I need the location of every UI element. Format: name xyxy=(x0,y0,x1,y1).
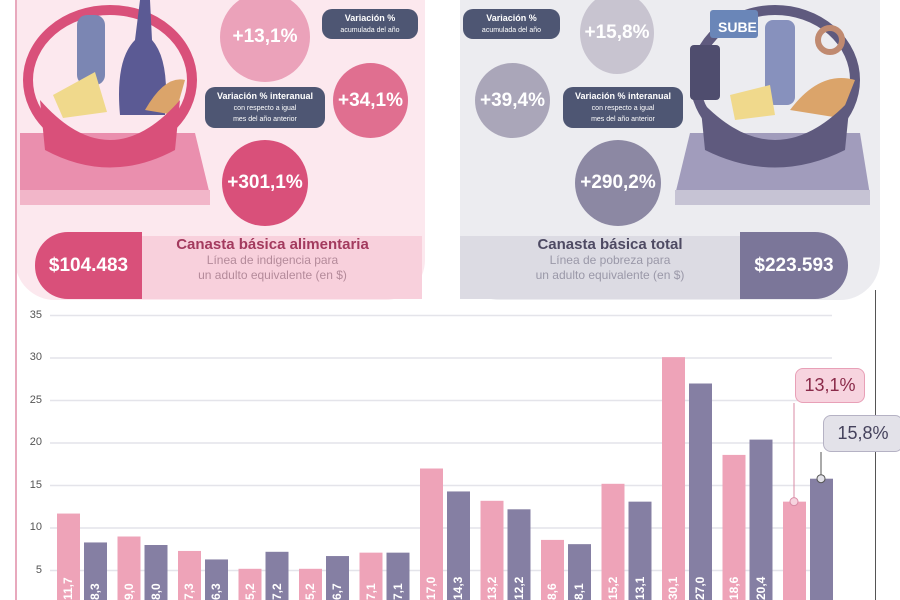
total-yoy-label-sub2: mes del año anterior xyxy=(591,116,655,123)
total-yoy-label: Variación % interanual con respecto a igu… xyxy=(563,87,683,128)
bar-value-label: 9,0 xyxy=(121,583,136,600)
bar-value-label: 13,1 xyxy=(632,576,647,600)
bar-value-label: 15,2 xyxy=(605,576,620,600)
food-bar xyxy=(57,513,80,600)
food-ytd-label-title: Variación % xyxy=(344,13,396,23)
food-bar xyxy=(541,539,564,600)
bar-value-label: 5,2 xyxy=(242,583,257,600)
food-ytd-label: Variación % acumulada del año xyxy=(322,9,418,39)
left-border xyxy=(15,0,17,600)
food-bar xyxy=(662,357,685,600)
food-title: Canasta básica alimentaria xyxy=(176,236,369,253)
bar-value-label: 7,2 xyxy=(269,583,284,600)
food-basket-icon xyxy=(20,0,210,205)
food-monthly-change: +13,1% xyxy=(220,0,310,82)
bar-value-label: 6,7 xyxy=(330,583,344,600)
food-price: $104.483 xyxy=(35,232,142,299)
total-bar xyxy=(628,501,652,600)
food-title-band xyxy=(142,236,422,299)
total-yoy-change: +290,2% xyxy=(575,140,661,226)
y-tick-label: 10 xyxy=(29,521,42,533)
total-bar xyxy=(84,542,107,600)
total-bar xyxy=(265,551,289,600)
bar-value-label: 7,1 xyxy=(363,583,378,600)
food-bar xyxy=(359,552,383,600)
total-subtitle2: un adulto equivalente (en $) xyxy=(535,268,685,282)
food-bar xyxy=(480,500,504,600)
total-ytd-label: Variación % acumulada del año xyxy=(463,9,560,39)
bar-value-label: 8,6 xyxy=(545,583,559,600)
food-subtitle2: un adulto equivalente (en $) xyxy=(198,268,347,282)
food-ytd-change: +34,1% xyxy=(333,63,408,138)
bar-value-label: 5,2 xyxy=(303,583,317,600)
y-tick-label: 5 xyxy=(35,563,42,576)
bar-value-label: 30,1 xyxy=(666,576,680,600)
total-bar xyxy=(568,544,591,600)
y-tick-label: 15 xyxy=(29,478,42,491)
bar-value-label: 13,2 xyxy=(484,576,499,600)
total-bar xyxy=(205,559,228,600)
bar-value-label: 7,3 xyxy=(182,583,196,600)
total-title-band xyxy=(460,236,740,299)
y-tick-label: 25 xyxy=(29,393,42,406)
bar-value-label: 8,1 xyxy=(572,583,586,600)
food-yoy-change: +301,1% xyxy=(222,140,308,226)
total-last-value-callout: 15,8% xyxy=(823,415,900,452)
food-ytd-label-sub: acumulada del año xyxy=(340,27,400,34)
y-tick-label: 30 xyxy=(29,351,42,363)
food-title-block: Canasta básica alimentaria Línea de indi… xyxy=(150,236,395,283)
bar-value-label: 17,0 xyxy=(424,576,438,600)
food-bar xyxy=(117,536,141,600)
bar-value-label: 14,3 xyxy=(451,576,465,600)
total-basket-icon: SUBE xyxy=(675,5,870,205)
food-callout-dot xyxy=(789,497,799,507)
total-bar xyxy=(507,509,531,600)
food-bar xyxy=(420,468,443,600)
food-bar xyxy=(299,568,322,600)
bar-value-label: 20,4 xyxy=(753,576,768,600)
total-ytd-change: +39,4% xyxy=(475,63,550,138)
total-bar xyxy=(749,439,773,600)
food-yoy-label-sub2: mes del año anterior xyxy=(233,116,297,123)
total-title-block: Canasta básica total Línea de pobreza pa… xyxy=(490,236,730,283)
total-callout-dot xyxy=(816,474,826,484)
total-bar xyxy=(689,383,712,600)
bar-value-label: 27,0 xyxy=(693,576,707,600)
food-yoy-label-title: Variación % interanual xyxy=(216,91,314,101)
bar-value-label: 7,1 xyxy=(390,583,405,600)
food-bar xyxy=(601,483,625,600)
food-subtitle1: Línea de indigencia para xyxy=(206,253,339,267)
bar-value-label: 6,3 xyxy=(209,583,223,600)
total-title: Canasta básica total xyxy=(537,236,683,253)
total-monthly-change: +15,8% xyxy=(580,0,654,74)
total-bar xyxy=(144,545,168,600)
food-yoy-label-sub1: con respecto a igual xyxy=(233,105,297,112)
food-yoy-label: Variación % interanual con respecto a igu… xyxy=(205,87,325,128)
food-bar xyxy=(722,454,746,600)
bar-value-label: 8,0 xyxy=(148,583,163,600)
total-ytd-label-sub: acumulada del año xyxy=(481,27,542,34)
food-bar xyxy=(783,501,806,600)
food-bar xyxy=(178,550,201,600)
total-price: $223.593 xyxy=(740,232,848,299)
bar-value-label: 8,3 xyxy=(88,583,102,600)
bar-value-label: 12,2 xyxy=(511,576,526,600)
food-last-value-callout: 13,1% xyxy=(795,368,865,403)
total-bar xyxy=(326,556,349,600)
total-yoy-label-title: Variación % interanual xyxy=(574,91,672,101)
total-bar xyxy=(386,552,410,600)
y-tick-label: 35 xyxy=(29,308,42,321)
total-bar xyxy=(447,491,470,600)
sube-card-text: SUBE xyxy=(718,19,757,35)
bar-value-label: 18,6 xyxy=(726,576,741,600)
total-yoy-label-sub1: con respecto a igual xyxy=(591,105,655,112)
y-tick-label: 20 xyxy=(29,436,42,448)
food-bar xyxy=(238,568,262,600)
total-bar xyxy=(810,478,833,600)
total-subtitle1: Línea de pobreza para xyxy=(549,253,671,267)
bar-value-label: 11,7 xyxy=(61,577,75,600)
total-ytd-label-title: Variación % xyxy=(486,13,537,23)
